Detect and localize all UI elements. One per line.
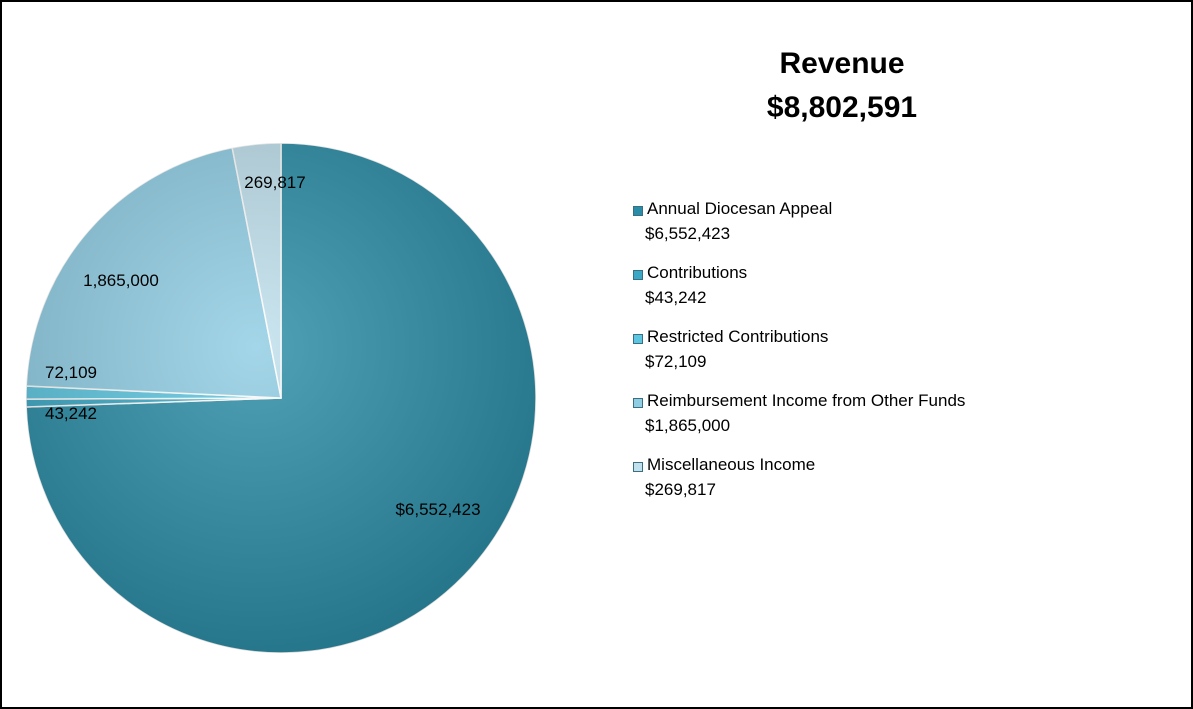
legend-label: Restricted Contributions	[647, 327, 829, 346]
slice-data-label-0: $6,552,423	[395, 500, 480, 519]
chart-subtitle-text: $8,802,591	[766, 91, 918, 124]
legend-value: $72,109	[645, 352, 707, 371]
legend-label: Annual Diocesan Appeal	[647, 199, 833, 218]
legend-value: $6,552,423	[645, 224, 731, 243]
legend-swatch	[633, 270, 643, 280]
legend-label: Miscellaneous Income	[647, 455, 816, 474]
slice-data-label-1: 43,242	[45, 404, 97, 423]
legend-swatch	[633, 334, 643, 344]
legend-value: $269,817	[645, 480, 716, 499]
legend-value: $43,242	[645, 288, 707, 307]
legend-swatch	[633, 206, 643, 216]
legend-label: Reimbursement Income from Other Funds	[647, 391, 966, 410]
chart-title-text: Revenue	[779, 47, 905, 80]
legend-value: $1,865,000	[645, 416, 731, 435]
legend-label: Contributions	[647, 263, 748, 282]
slice-data-label-2: 72,109	[45, 363, 97, 382]
slice-data-label-4: 269,817	[244, 173, 305, 192]
legend-swatch	[633, 398, 643, 408]
chart-title: Revenue $8,802,591	[652, 42, 1032, 130]
legend-swatch	[633, 462, 643, 472]
slice-data-label-3: 1,865,000	[83, 271, 159, 290]
